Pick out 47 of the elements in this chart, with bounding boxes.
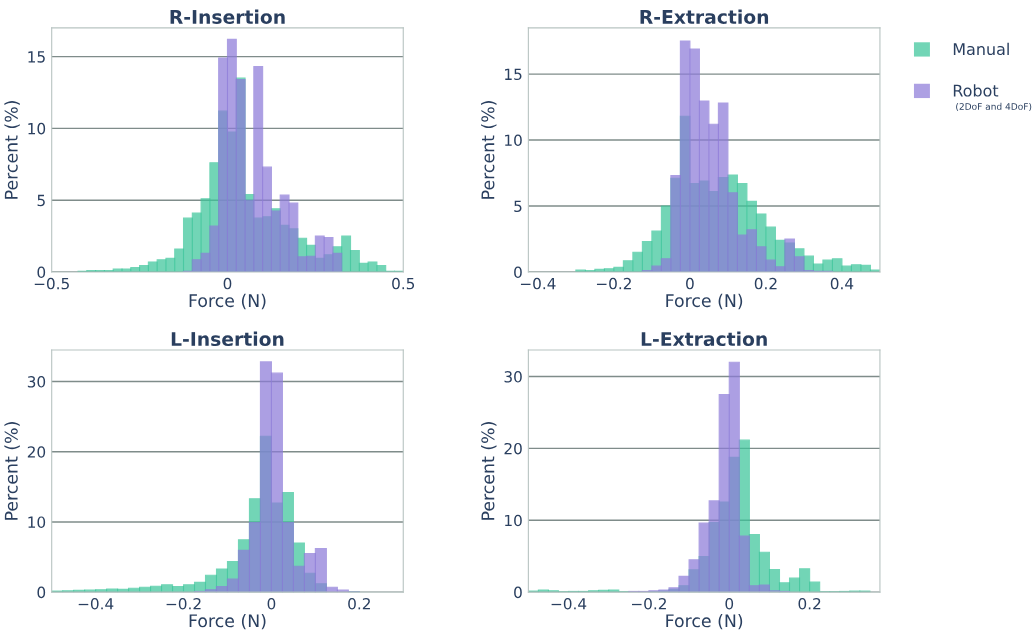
y-tick-label: 5 [37, 194, 45, 207]
x-tick-label: 0 [686, 277, 694, 290]
y-axis-title: Percent (%) [481, 422, 497, 520]
x-tick-label: 0 [223, 277, 232, 290]
x-tick-label: −0.5 [34, 277, 69, 290]
y-axis-title: Percent (%) [4, 422, 20, 520]
y-tick-label: 15 [505, 68, 522, 81]
x-tick-label: 0 [725, 597, 734, 610]
x-tick-label: −0.4 [551, 597, 587, 610]
legend-label: Robot [953, 84, 999, 97]
x-axis-title: Force (N) [666, 293, 743, 310]
x-tick-label: 0.2 [754, 277, 777, 290]
y-tick-label: 30 [504, 371, 522, 383]
x-tick-label: 0.4 [830, 277, 854, 290]
y-tick-label: 0 [514, 586, 522, 599]
x-tick-label: 0.5 [392, 277, 415, 290]
y-tick-label: 10 [28, 516, 46, 528]
y-tick-label: 10 [505, 514, 522, 527]
x-axis-title: Force (N) [666, 613, 743, 630]
x-axis-title: Force (N) [189, 293, 266, 310]
y-tick-label: 10 [28, 122, 46, 135]
y-tick-label: 15 [28, 51, 45, 63]
y-tick-label: 0 [37, 586, 46, 599]
y-tick-label: 0 [37, 266, 46, 279]
chart-title: L-Insertion [171, 331, 284, 347]
y-tick-label: 5 [514, 200, 522, 213]
x-axis-title: Force (N) [189, 613, 266, 630]
y-axis-title: Percent (%) [4, 101, 20, 199]
y-axis-title: Percent (%) [481, 101, 497, 199]
x-tick-label: −0.2 [166, 597, 201, 610]
x-tick-label: 0 [267, 597, 276, 610]
y-tick-label: 30 [27, 376, 46, 388]
y-tick-label: 0 [514, 266, 522, 279]
x-tick-label: −0.4 [520, 277, 556, 290]
chart-title: L-Extraction [641, 331, 767, 347]
chart-title: R-Extraction [640, 9, 769, 24]
x-tick-label: 0.2 [348, 597, 370, 610]
text: (2DoF and 4DoF) [956, 102, 1032, 111]
chart-title: R-Insertion [170, 9, 285, 24]
x-tick-label: −0.4 [78, 597, 114, 610]
y-tick-label: 20 [27, 446, 46, 458]
y-tick-label: 20 [504, 442, 522, 455]
legend-label: Manual [953, 42, 1009, 56]
x-tick-label: −0.2 [631, 597, 666, 610]
y-tick-label: 10 [505, 134, 522, 147]
x-tick-label: 0.2 [798, 597, 821, 610]
x-tick-label: −0.2 [596, 277, 631, 290]
